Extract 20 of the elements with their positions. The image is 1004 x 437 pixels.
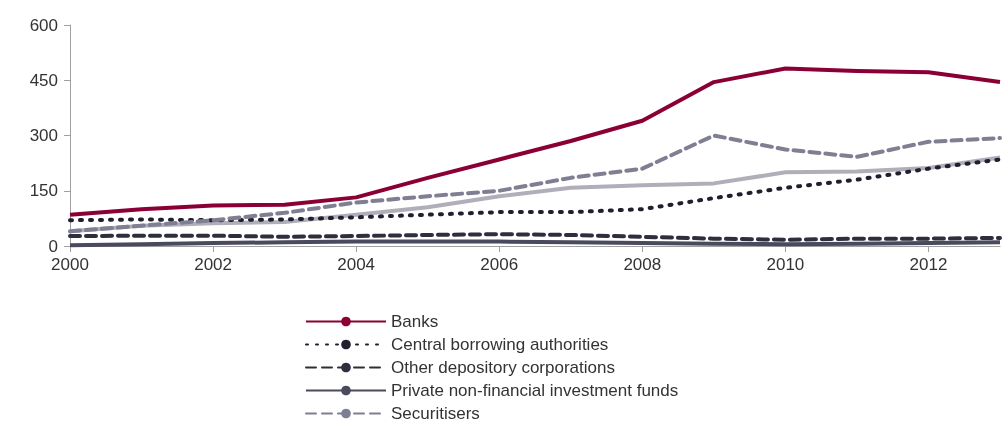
y-tick-label: 150 xyxy=(29,181,58,201)
legend-label: Banks xyxy=(391,312,439,331)
x-tick-label: 2006 xyxy=(480,255,519,274)
y-tick-label: 300 xyxy=(29,126,58,145)
y-tick-label: 0 xyxy=(48,236,58,256)
legend-label: Central borrowing authorities xyxy=(391,335,609,354)
x-tick-label: 2010 xyxy=(766,255,805,274)
x-tick-label: 2002 xyxy=(194,255,232,274)
line-series xyxy=(68,133,1002,234)
y-tick-label: 450 xyxy=(29,70,58,90)
x-tick-label: 2012 xyxy=(909,255,948,274)
legend-label: Private non-financial investment funds xyxy=(391,381,679,400)
x-tick-label: 2008 xyxy=(623,255,662,274)
y-tick-label: 600 xyxy=(29,15,58,35)
x-tick-label: 2000 xyxy=(51,255,89,274)
line-series xyxy=(68,157,1002,223)
legend-label: Other depository corporations xyxy=(391,358,615,377)
x-tick-label: 2004 xyxy=(337,255,376,274)
line-series xyxy=(68,66,1002,217)
legend-label: Securitisers xyxy=(391,404,480,423)
